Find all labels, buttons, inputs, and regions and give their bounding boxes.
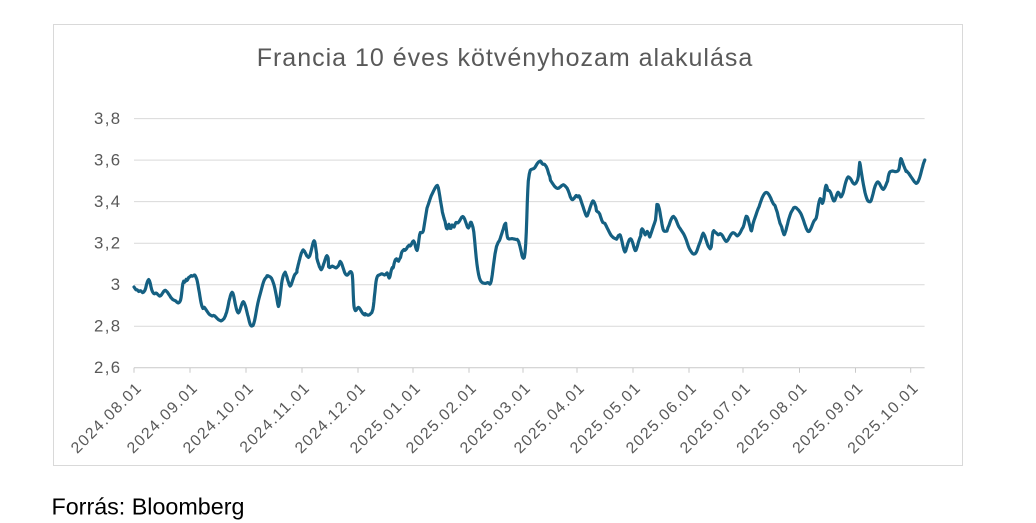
svg-text:3,4: 3,4 <box>94 192 122 211</box>
svg-text:3,8: 3,8 <box>94 109 122 128</box>
svg-text:2,6: 2,6 <box>94 358 122 377</box>
svg-text:Forrás: Bloomberg: Forrás: Bloomberg <box>52 494 245 520</box>
svg-text:Francia 10 éves kötvényhozam a: Francia 10 éves kötvényhozam alakulása <box>257 44 754 72</box>
svg-text:3,2: 3,2 <box>94 234 122 253</box>
svg-text:3: 3 <box>111 275 122 294</box>
svg-text:3,6: 3,6 <box>94 151 122 170</box>
svg-text:2,8: 2,8 <box>94 317 122 336</box>
